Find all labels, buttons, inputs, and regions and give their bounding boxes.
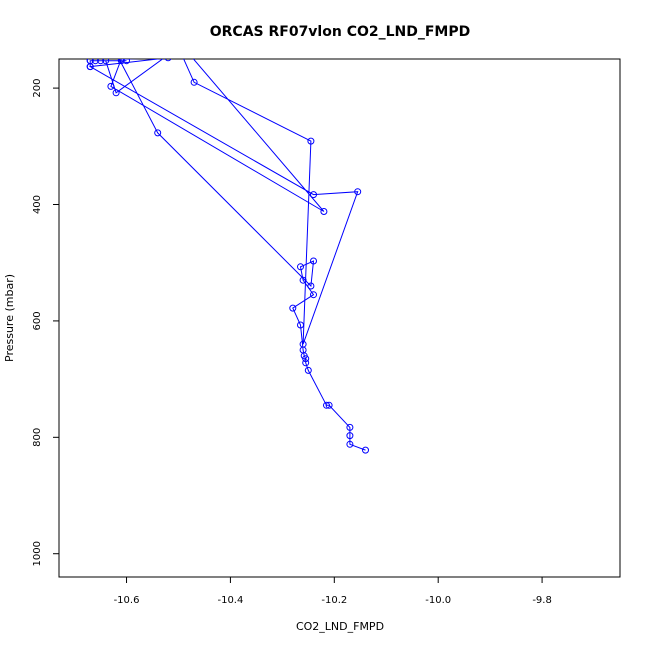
data-point [97,59,105,65]
data-point [354,188,362,196]
y-tick-label: 600 [32,311,43,330]
data-point [299,340,307,348]
data-point [310,191,317,199]
y-tick-label: 1000 [32,541,43,566]
data-point [302,359,310,367]
y-axis: 200 400 600 800 1000 [32,79,59,566]
data-point [117,59,125,63]
x-axis: -10.6 -10.4 -10.2 -10.0 -9.8 [114,577,552,606]
data-point [86,63,94,71]
data-point [176,39,182,45]
data-point [112,89,120,97]
data-point [299,276,307,284]
data-point [102,59,110,65]
x-axis-label: CO2_LND_FMPD [296,620,384,633]
data-point [325,401,333,409]
plot-frame [58,58,621,578]
plot-area [86,39,369,454]
x-tick-label: -10.6 [114,595,140,606]
data-point [304,366,312,374]
data-point [310,291,317,299]
y-tick-label: 400 [32,195,43,214]
x-tick-label: -10.0 [425,595,451,606]
data-point [154,129,162,137]
data-point [307,137,315,145]
data-point [346,423,354,431]
y-tick-label: 800 [32,428,43,447]
data-point [310,257,317,265]
y-tick-label: 200 [32,79,43,98]
data-point [123,59,130,65]
data-point [117,59,125,65]
data-point [107,82,115,90]
data-point [320,208,328,215]
data-point [362,446,369,454]
x-tick-label: -10.4 [217,595,243,606]
data-point [91,59,99,65]
data-point [297,321,304,329]
x-tick-label: -9.8 [532,595,552,606]
chart-title: ORCAS RF07vlon CO2_LND_FMPD [210,24,471,40]
data-point [289,304,297,312]
x-tick-label: -10.2 [321,595,347,606]
data-point [346,440,354,448]
data-point [307,282,315,290]
data-point [164,59,172,62]
data-point [323,401,330,409]
data-point [176,44,182,50]
data-point [297,263,304,271]
series-line [88,59,366,451]
data-point [346,432,354,440]
y-axis-label: Pressure (mbar) [3,274,16,362]
data-point [190,78,198,86]
data-point [113,50,119,56]
